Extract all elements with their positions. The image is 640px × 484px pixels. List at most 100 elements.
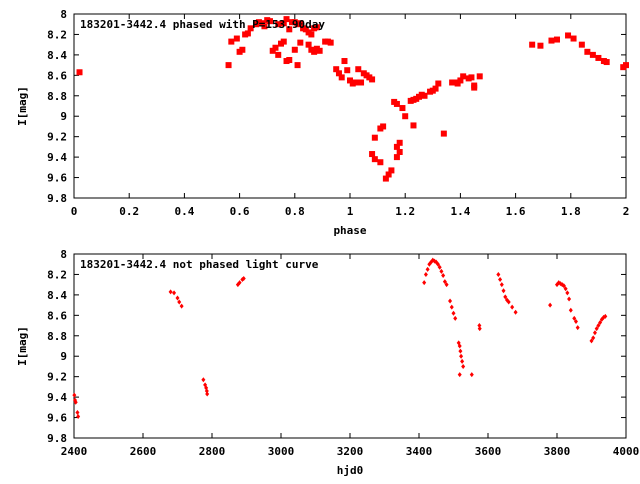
phased-data-point	[306, 42, 312, 48]
phased-data-point	[595, 55, 601, 61]
phased-data-point	[317, 48, 323, 54]
unphased-y-tick-label: 8.2	[47, 268, 67, 281]
phased-data-point	[548, 38, 554, 44]
phased-y-tick-label: 8.2	[47, 28, 67, 41]
phased-data-point	[339, 74, 345, 80]
unphased-x-tick-label: 2800	[199, 445, 226, 458]
unphased-data-point	[459, 354, 463, 359]
phased-data-point	[435, 81, 441, 87]
phased-data-point	[471, 85, 477, 91]
unphased-data-point	[169, 289, 173, 294]
phased-data-point	[468, 74, 474, 80]
unphased-x-tick-label: 3600	[475, 445, 502, 458]
unphased-data-point	[502, 288, 506, 293]
phased-data-point	[228, 39, 234, 45]
phased-data-point	[623, 62, 629, 68]
phased-data-point	[394, 101, 400, 107]
phased-data-point	[584, 49, 590, 55]
phased-data-point	[433, 86, 439, 92]
phased-x-axis-label: phase	[333, 224, 366, 237]
unphased-chart: 2400 2600 2800 3000 3200 3400 3600 3800 4000 88.…	[16, 248, 639, 477]
unphased-chart-title: 183201-3442.4 not phased light curve	[80, 258, 319, 271]
unphased-y-ticks: 88.28.48.68.899.29.49.69.8	[47, 248, 626, 445]
unphased-data-point	[565, 290, 569, 295]
phased-data-point	[380, 123, 386, 129]
unphased-x-tick-label: 3800	[544, 445, 571, 458]
phased-y-tick-label: 8	[60, 8, 67, 21]
phased-data-point	[369, 151, 375, 157]
phased-x-tick-label: 1.4	[450, 205, 470, 218]
phased-x-tick-label: 0.6	[230, 205, 250, 218]
unphased-data-point	[201, 377, 205, 382]
unphased-data-point	[500, 282, 504, 287]
phased-data-point	[353, 79, 359, 85]
unphased-y-tick-label: 9	[60, 350, 67, 363]
unphased-data-point	[460, 359, 464, 364]
unphased-data-point	[567, 296, 571, 301]
phased-data-point	[590, 52, 596, 58]
unphased-data-point	[453, 316, 457, 321]
phased-data-point	[441, 131, 447, 137]
unphased-y-tick-label: 9.4	[47, 391, 67, 404]
phased-data-point	[604, 59, 610, 65]
phased-y-tick-label: 9	[60, 110, 67, 123]
phased-x-tick-label: 1.8	[561, 205, 581, 218]
phased-chart: 0 0.2 0.4 0.6 0.8 1 1.2 1.4 1.6 1.8 2 88.28.48.68.…	[16, 8, 629, 237]
unphased-data-point	[548, 303, 552, 308]
phased-data-point	[372, 135, 378, 141]
unphased-data-point	[439, 269, 443, 274]
phased-data-point	[328, 40, 334, 46]
unphased-x-ticks: 2400 2600 2800 3000 3200 3400 3600 3800 4000	[61, 254, 640, 458]
unphased-data-point	[450, 305, 454, 310]
phased-data-point	[308, 31, 314, 37]
unphased-data-point	[441, 273, 445, 278]
phased-data-point	[554, 37, 560, 43]
phased-y-tick-label: 9.2	[47, 131, 67, 144]
phased-plot-frame	[74, 14, 626, 198]
phased-data-point	[234, 36, 240, 42]
phased-x-tick-label: 0.4	[174, 205, 194, 218]
phased-data-point	[399, 105, 405, 111]
phased-y-tick-label: 8.8	[47, 90, 67, 103]
unphased-plot-frame	[74, 254, 626, 438]
unphased-y-axis-label: I[mag]	[16, 326, 29, 366]
unphased-data-point	[448, 299, 452, 304]
unphased-data-point	[75, 410, 79, 415]
phased-data-point	[77, 69, 83, 75]
phased-x-tick-label: 0	[71, 205, 78, 218]
unphased-y-tick-label: 9.6	[47, 412, 67, 425]
phased-data-point	[537, 43, 543, 49]
phased-data-point	[529, 42, 535, 48]
phased-data-point	[226, 62, 232, 68]
phased-x-tick-label: 0.2	[119, 205, 139, 218]
unphased-data-point	[172, 290, 176, 295]
unphased-data-point	[478, 326, 482, 331]
phased-data-point	[397, 149, 403, 155]
phased-data-point	[377, 159, 383, 165]
phased-data-point	[477, 73, 483, 79]
unphased-data-point	[514, 310, 518, 315]
phased-data-points	[77, 16, 629, 181]
phased-chart-title: 183201-3442.4 phased with P=153.90day	[80, 18, 325, 31]
phased-data-point	[460, 73, 466, 79]
phased-data-point	[281, 39, 287, 45]
phased-data-point	[297, 40, 303, 46]
phased-data-point	[565, 32, 571, 38]
phased-data-point	[402, 113, 408, 119]
unphased-y-tick-label: 9.2	[47, 371, 67, 384]
unphased-data-point	[470, 372, 474, 377]
unphased-x-tick-label: 3000	[268, 445, 295, 458]
phased-y-tick-label: 9.4	[47, 151, 67, 164]
phased-y-tick-label: 9.8	[47, 192, 67, 205]
unphased-x-tick-label: 3400	[406, 445, 433, 458]
unphased-data-point	[422, 280, 426, 285]
unphased-data-points	[72, 258, 607, 419]
phased-data-point	[286, 57, 292, 63]
unphased-data-point	[576, 325, 580, 330]
phased-x-tick-label: 1.6	[506, 205, 526, 218]
phased-data-point	[397, 140, 403, 146]
phased-data-point	[579, 42, 585, 48]
phased-x-tick-label: 2	[623, 205, 630, 218]
phased-data-point	[410, 122, 416, 128]
